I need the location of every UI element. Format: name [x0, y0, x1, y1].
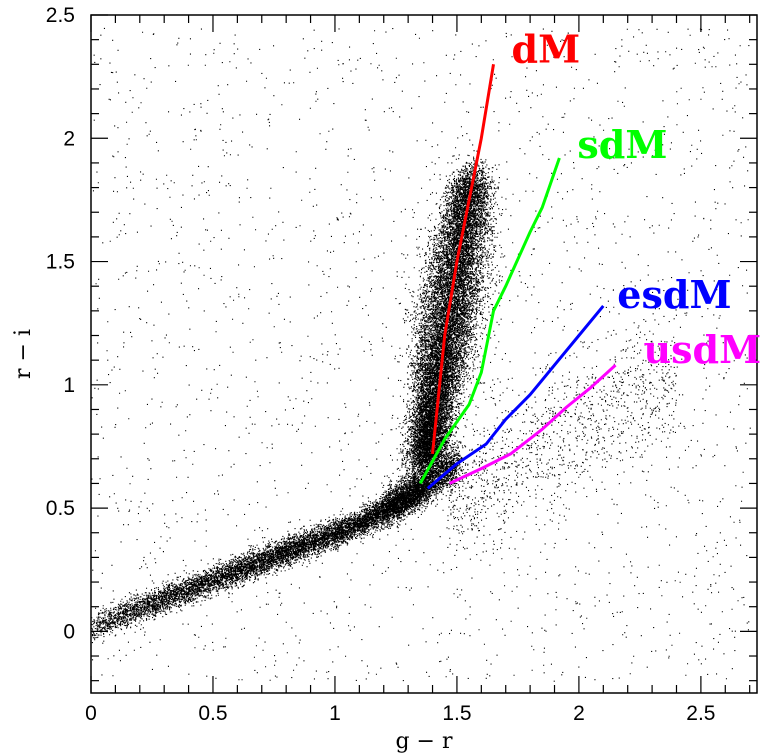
- series-line-sdM: [418, 157, 561, 485]
- series-line-usdM: [448, 363, 617, 485]
- tick-labels: 0 0.5 1 1.5 2 2.5 0 0.5 1 1.5 2 2.5: [46, 4, 716, 725]
- series-label-sdM: sdM: [577, 122, 667, 167]
- y-tick-label: 1: [63, 374, 75, 397]
- series-label-dM: dM: [512, 26, 581, 71]
- plot-frame: [90, 14, 758, 694]
- y-tick-label: 1.5: [46, 251, 75, 274]
- x-axis-label: g − r: [395, 729, 453, 753]
- x-tick-label: 0: [85, 702, 97, 725]
- series-label-usdM: usdM: [644, 327, 761, 372]
- series-labels: dM sdM esdM usdM: [512, 26, 761, 372]
- y-tick-label: 2.5: [46, 4, 75, 27]
- x-tick-label: 1.5: [442, 702, 471, 725]
- y-tick-label: 2: [63, 127, 75, 150]
- series-label-esdM: esdM: [617, 272, 731, 317]
- x-tick-label: 0.5: [198, 702, 227, 725]
- series-line-esdM: [426, 304, 605, 490]
- series-line-dM: [431, 64, 495, 455]
- y-axis-label: r − i: [11, 329, 36, 379]
- axis-ticks: [90, 14, 757, 693]
- x-tick-label: 1: [329, 702, 341, 725]
- series-lines: [418, 64, 617, 490]
- x-tick-label: 2.5: [686, 702, 715, 725]
- y-tick-label: 0.5: [46, 497, 75, 520]
- y-tick-label: 0: [63, 620, 75, 643]
- x-tick-label: 2: [573, 702, 585, 725]
